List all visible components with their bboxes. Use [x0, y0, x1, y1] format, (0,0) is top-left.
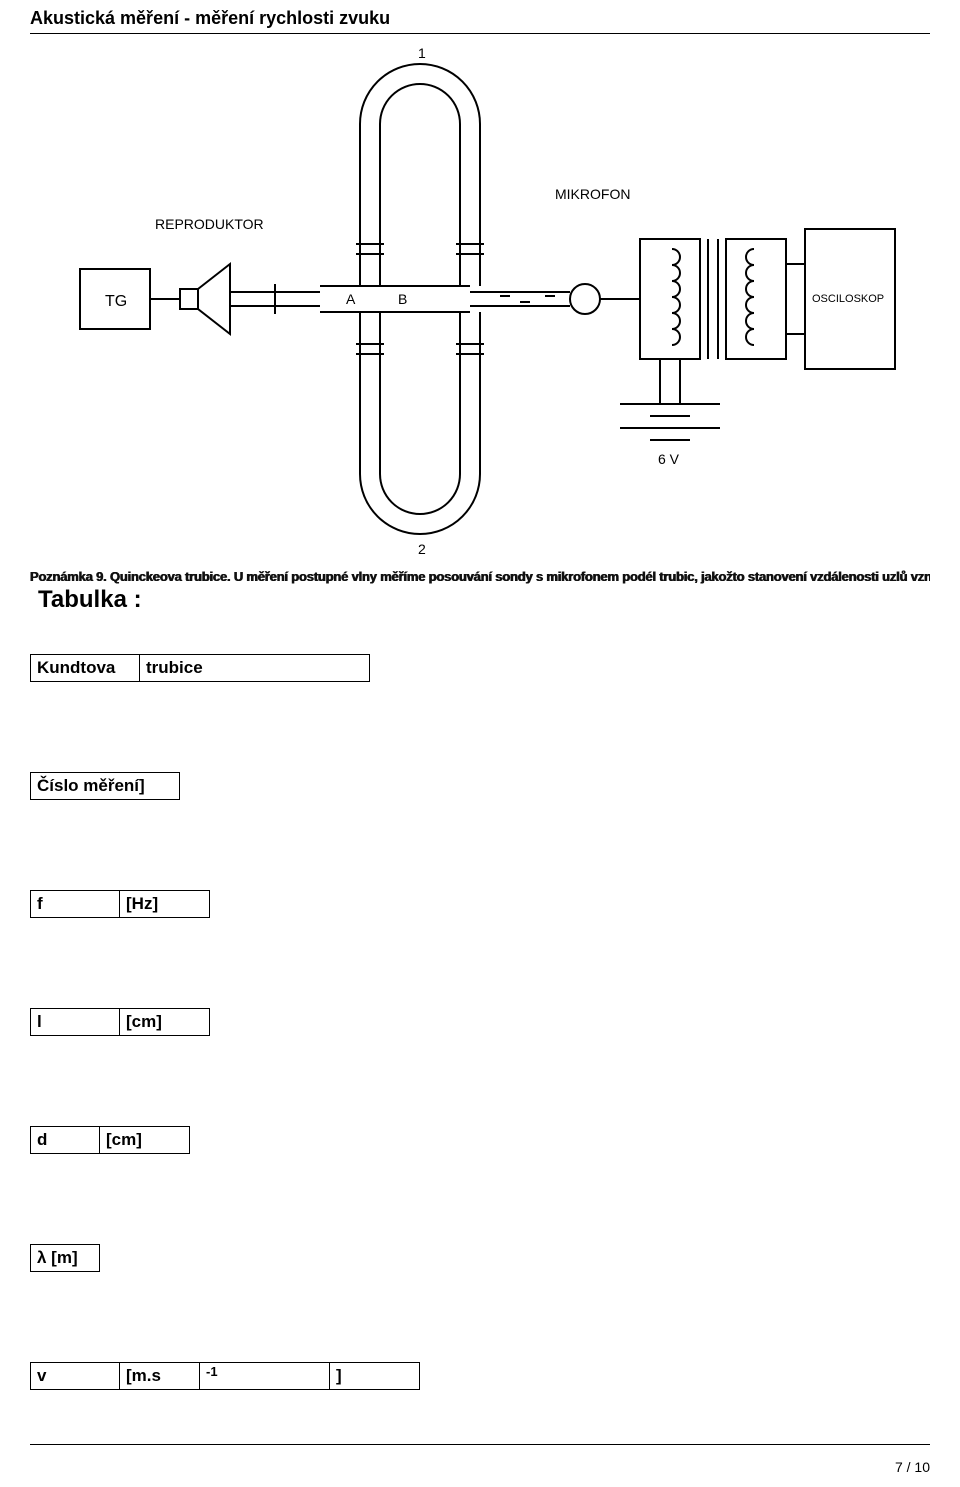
- diagram-label-b: B: [398, 291, 407, 307]
- row-lambda: λ [m]: [30, 1244, 930, 1272]
- page-number: 7 / 10: [895, 1459, 930, 1475]
- cell-f-unit: [Hz]: [120, 890, 210, 918]
- cell-v-exp: -1: [200, 1362, 330, 1390]
- diagram-label-tg: TG: [105, 293, 127, 310]
- row-f: f[Hz]: [30, 890, 930, 918]
- diagram-container: 1 2 REPRODUKTOR MIKROFON OSCILOSKOP TG A…: [30, 44, 930, 564]
- row-v: v[m.s-1]: [30, 1362, 930, 1390]
- row-cislo: Číslo měření]: [30, 772, 930, 800]
- cell-kundt-label: Kundtova: [30, 654, 140, 682]
- diagram-label-2: 2: [418, 541, 426, 557]
- cell-l-unit: [cm]: [120, 1008, 210, 1036]
- footer-divider: [30, 1444, 930, 1445]
- cell-cislo: Číslo měření]: [30, 772, 180, 800]
- cell-v-close: ]: [330, 1362, 420, 1390]
- diagram-label-mikrofon: MIKROFON: [555, 186, 630, 202]
- overlapped-caption: Poznámka 9. Quinckeova trubice. U měření…: [30, 570, 930, 584]
- cell-lambda: λ [m]: [30, 1244, 100, 1272]
- diagram-label-a: A: [346, 291, 356, 307]
- row-l: l[cm]: [30, 1008, 930, 1036]
- cell-kundt-unit: trubice: [140, 654, 370, 682]
- cell-v-unit: [m.s: [120, 1362, 200, 1390]
- row-kundtova: Kundtovatrubice: [30, 654, 930, 682]
- page-title: Akustická měření - měření rychlosti zvuk…: [30, 0, 930, 33]
- cell-l-label: l: [30, 1008, 120, 1036]
- diagram-label-osciloskop: OSCILOSKOP: [812, 293, 884, 305]
- row-d: d[cm]: [30, 1126, 930, 1154]
- cell-d-unit: [cm]: [100, 1126, 190, 1154]
- quincke-schematic: 1 2 REPRODUKTOR MIKROFON OSCILOSKOP TG A…: [60, 44, 900, 564]
- cell-f-label: f: [30, 890, 120, 918]
- cell-d-label: d: [30, 1126, 100, 1154]
- cell-v-label: v: [30, 1362, 120, 1390]
- diagram-label-6v: 6 V: [658, 451, 680, 467]
- diagram-label-1: 1: [418, 45, 426, 61]
- diagram-label-reproduktor: REPRODUKTOR: [155, 216, 264, 232]
- tabulka-heading: Tabulka :: [38, 586, 930, 614]
- header-divider: [30, 33, 930, 34]
